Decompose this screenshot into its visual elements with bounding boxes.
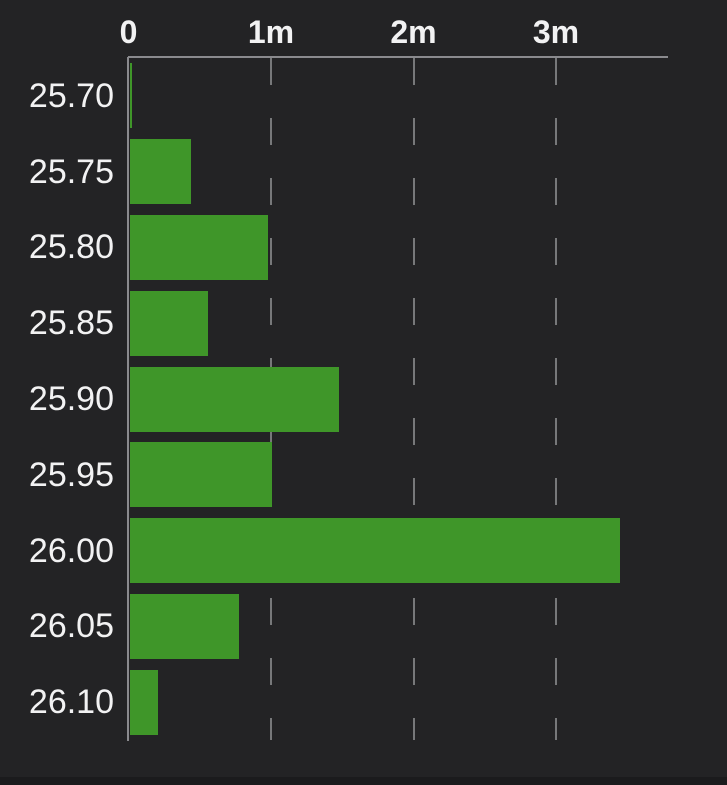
- x-axis-tick-label: 3m: [532, 14, 580, 50]
- price-tick-label: 25.70: [28, 76, 114, 115]
- volume-bar: [129, 139, 191, 205]
- volume-bar: [129, 63, 133, 129]
- y-axis-zero-line: [127, 57, 129, 741]
- price-tick-label: 25.95: [28, 455, 114, 494]
- vertical-gridline: [412, 58, 415, 740]
- volume-bar: [129, 518, 620, 584]
- x-axis-line: [128, 56, 668, 58]
- vertical-gridline: [555, 58, 557, 740]
- volume-bar: [129, 442, 272, 508]
- x-axis-tick-label: 1m: [247, 14, 295, 50]
- volume-bar: [129, 290, 208, 356]
- x-axis-tick-label: 0: [119, 14, 138, 50]
- bottom-strip: [0, 777, 727, 785]
- volume-bar: [129, 669, 158, 735]
- volume-bar: [129, 214, 268, 280]
- price-tick-label: 25.75: [28, 152, 114, 191]
- x-axis-tick-label: 2m: [390, 14, 437, 50]
- price-tick-label: 25.85: [28, 304, 114, 343]
- price-tick-label: 25.90: [28, 380, 114, 418]
- price-tick-label: 25.80: [28, 228, 114, 267]
- volume-bar: [129, 366, 339, 432]
- price-tick-label: 26.05: [28, 607, 114, 646]
- price-tick-label: 26.00: [28, 531, 114, 570]
- volume-bar: [129, 593, 240, 659]
- price-tick-label: 26.10: [28, 683, 114, 722]
